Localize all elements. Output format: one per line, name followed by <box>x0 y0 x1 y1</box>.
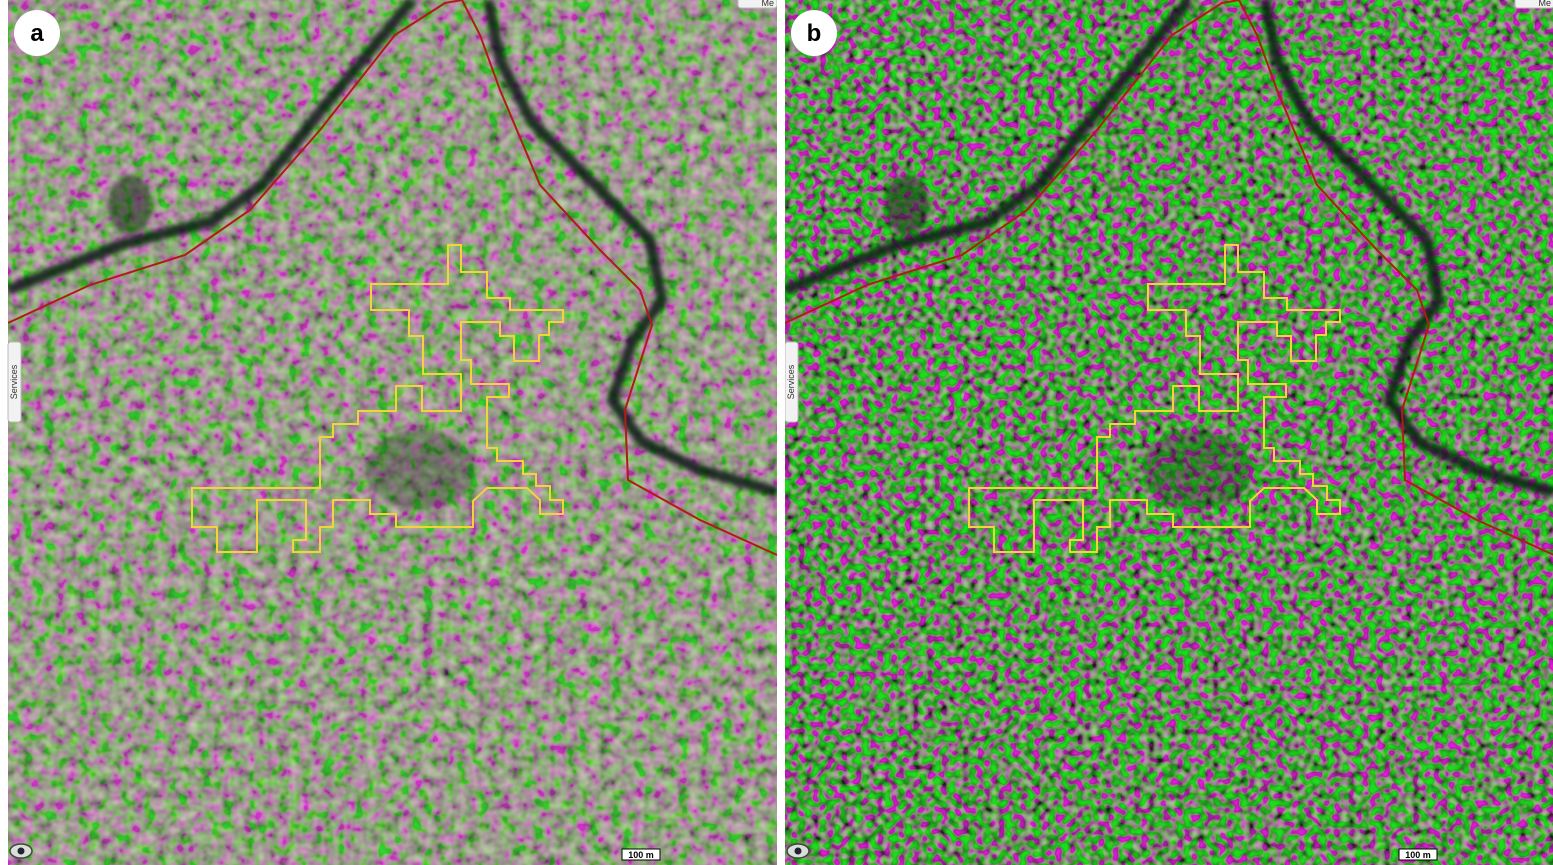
dark-patch <box>1142 430 1252 510</box>
dark-patch <box>885 175 929 235</box>
menu-tab-label[interactable]: Me <box>761 0 774 8</box>
side-tab-label[interactable]: Services <box>786 364 796 399</box>
scale-bar-label: 100 m <box>628 850 654 860</box>
scale-bar-label: 100 m <box>1405 850 1431 860</box>
map-panel: a Services Me 100 m <box>8 0 777 865</box>
side-tab-label[interactable]: Services <box>9 364 19 399</box>
menu-tab-label[interactable]: Me <box>1538 0 1551 8</box>
page: {"panels": [ {"label": "a", "side_tab": … <box>0 0 1553 865</box>
imagery-texture <box>8 0 777 865</box>
map-imagery <box>8 0 777 865</box>
logo-pupil <box>795 848 802 855</box>
panel-label: a <box>30 20 44 47</box>
dark-patch <box>365 430 475 510</box>
logo-pupil <box>18 848 25 855</box>
map-comparison: a Services Me 100 m b Services Me 100 m <box>0 0 1553 865</box>
map-imagery <box>785 0 1553 865</box>
dark-patch <box>108 175 152 235</box>
imagery-texture <box>785 0 1553 865</box>
panel-label: b <box>807 20 822 47</box>
map-panel: b Services Me 100 m <box>785 0 1553 865</box>
panel-divider <box>777 0 785 865</box>
